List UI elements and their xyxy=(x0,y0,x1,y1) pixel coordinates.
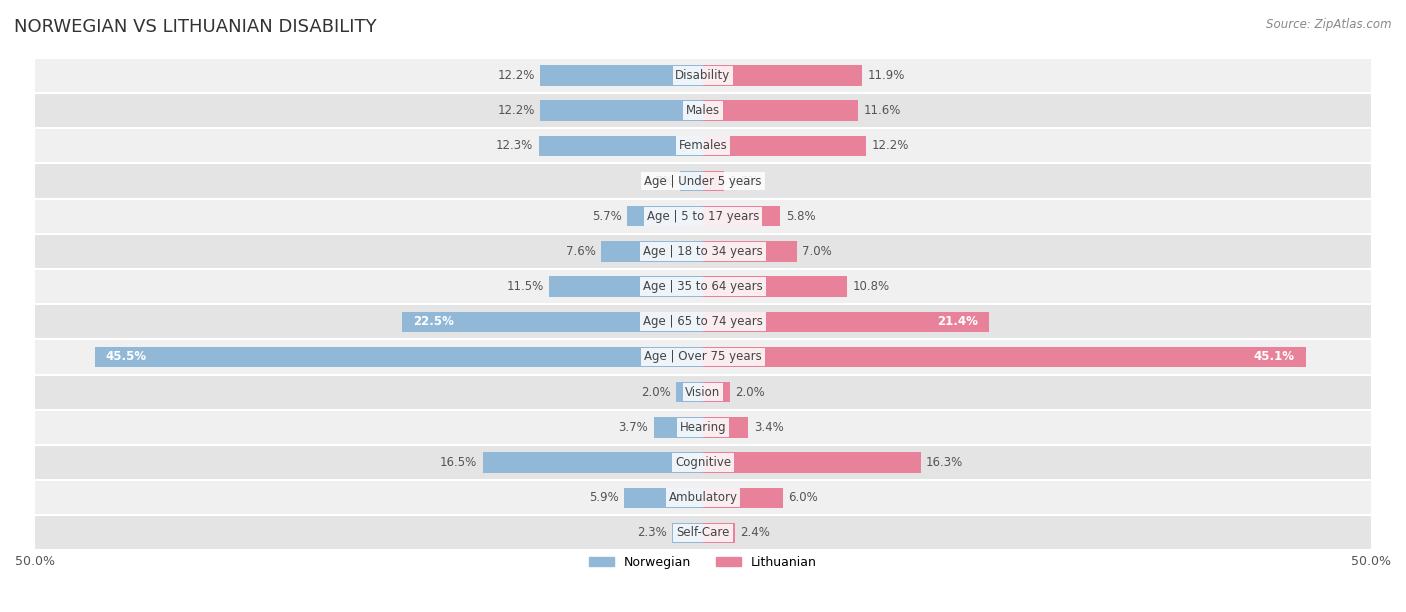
Text: Females: Females xyxy=(679,140,727,152)
Text: 7.0%: 7.0% xyxy=(801,245,831,258)
Bar xyxy=(681,171,703,191)
Bar xyxy=(703,523,735,543)
Text: Age | Under 5 years: Age | Under 5 years xyxy=(644,174,762,187)
Text: 45.5%: 45.5% xyxy=(105,351,148,364)
Text: 7.6%: 7.6% xyxy=(567,245,596,258)
Text: 11.5%: 11.5% xyxy=(506,280,544,293)
Text: 12.2%: 12.2% xyxy=(872,140,908,152)
Text: 2.0%: 2.0% xyxy=(735,386,765,398)
Text: 16.3%: 16.3% xyxy=(927,456,963,469)
Text: 1.6%: 1.6% xyxy=(730,174,759,187)
Text: 5.8%: 5.8% xyxy=(786,210,815,223)
Text: Age | 35 to 64 years: Age | 35 to 64 years xyxy=(643,280,763,293)
Bar xyxy=(35,410,1371,445)
Bar xyxy=(703,65,862,86)
Text: 11.6%: 11.6% xyxy=(863,104,901,117)
Text: 2.3%: 2.3% xyxy=(637,526,666,539)
Text: 3.7%: 3.7% xyxy=(619,421,648,434)
Bar xyxy=(703,417,748,438)
Bar xyxy=(35,480,1371,515)
Bar xyxy=(540,65,703,86)
Text: Cognitive: Cognitive xyxy=(675,456,731,469)
Text: Disability: Disability xyxy=(675,69,731,82)
Text: 12.3%: 12.3% xyxy=(496,140,533,152)
Bar xyxy=(703,312,988,332)
Bar xyxy=(703,241,797,261)
Bar xyxy=(654,417,703,438)
Text: Age | 65 to 74 years: Age | 65 to 74 years xyxy=(643,315,763,328)
Text: 16.5%: 16.5% xyxy=(440,456,477,469)
Legend: Norwegian, Lithuanian: Norwegian, Lithuanian xyxy=(583,551,823,574)
Text: Males: Males xyxy=(686,104,720,117)
Text: 12.2%: 12.2% xyxy=(498,69,534,82)
Bar xyxy=(35,129,1371,163)
Bar xyxy=(703,136,866,156)
Bar xyxy=(35,340,1371,375)
Text: Age | Over 75 years: Age | Over 75 years xyxy=(644,351,762,364)
Text: 5.9%: 5.9% xyxy=(589,491,619,504)
Bar xyxy=(703,488,783,508)
Text: 21.4%: 21.4% xyxy=(938,315,979,328)
Text: 10.8%: 10.8% xyxy=(852,280,890,293)
Text: Source: ZipAtlas.com: Source: ZipAtlas.com xyxy=(1267,18,1392,31)
Text: 6.0%: 6.0% xyxy=(789,491,818,504)
Bar xyxy=(703,382,730,402)
Bar xyxy=(402,312,703,332)
Bar xyxy=(35,515,1371,551)
Bar xyxy=(703,206,780,226)
Text: 12.2%: 12.2% xyxy=(498,104,534,117)
Bar xyxy=(703,277,848,297)
Text: 22.5%: 22.5% xyxy=(413,315,454,328)
Text: 3.4%: 3.4% xyxy=(754,421,783,434)
Text: Age | 18 to 34 years: Age | 18 to 34 years xyxy=(643,245,763,258)
Text: 2.0%: 2.0% xyxy=(641,386,671,398)
Text: 11.9%: 11.9% xyxy=(868,69,904,82)
Text: 2.4%: 2.4% xyxy=(741,526,770,539)
Bar xyxy=(703,452,921,472)
Bar xyxy=(35,163,1371,199)
Bar xyxy=(703,347,1306,367)
Bar xyxy=(35,234,1371,269)
Text: Age | 5 to 17 years: Age | 5 to 17 years xyxy=(647,210,759,223)
Text: 1.7%: 1.7% xyxy=(645,174,675,187)
Bar xyxy=(35,375,1371,410)
Bar xyxy=(35,304,1371,340)
Text: Ambulatory: Ambulatory xyxy=(668,491,738,504)
Text: 5.7%: 5.7% xyxy=(592,210,621,223)
Bar xyxy=(482,452,703,472)
Text: Hearing: Hearing xyxy=(679,421,727,434)
Bar xyxy=(672,523,703,543)
Bar xyxy=(35,93,1371,129)
Bar xyxy=(676,382,703,402)
Bar xyxy=(550,277,703,297)
Bar xyxy=(96,347,703,367)
Bar xyxy=(602,241,703,261)
Text: 45.1%: 45.1% xyxy=(1254,351,1295,364)
Text: Self-Care: Self-Care xyxy=(676,526,730,539)
Bar xyxy=(703,171,724,191)
Bar xyxy=(703,100,858,121)
Bar xyxy=(627,206,703,226)
Bar xyxy=(35,269,1371,304)
Bar xyxy=(35,58,1371,93)
Bar xyxy=(624,488,703,508)
Text: Vision: Vision xyxy=(685,386,721,398)
Bar xyxy=(35,445,1371,480)
Bar xyxy=(35,199,1371,234)
Bar xyxy=(538,136,703,156)
Bar xyxy=(540,100,703,121)
Text: NORWEGIAN VS LITHUANIAN DISABILITY: NORWEGIAN VS LITHUANIAN DISABILITY xyxy=(14,18,377,36)
